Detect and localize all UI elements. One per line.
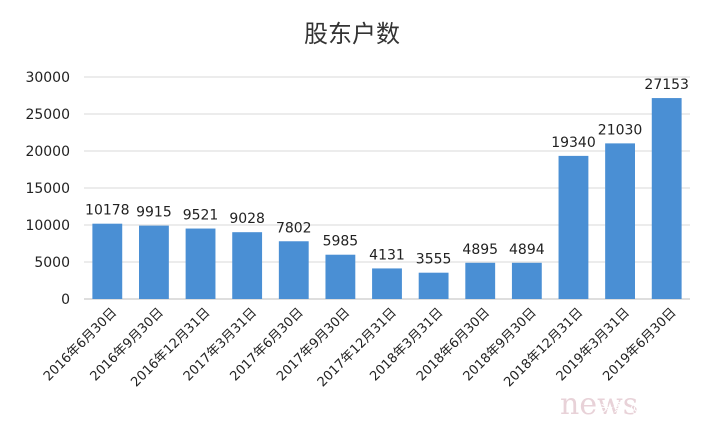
x-axis: 2016年6月30日2016年9月30日2016年12月31日2017年3月31… bbox=[41, 305, 680, 390]
bar bbox=[651, 98, 682, 299]
x-tick-label: 2017年12月31日 bbox=[315, 305, 400, 390]
data-label: 7802 bbox=[276, 220, 312, 236]
y-tick-label: 20000 bbox=[25, 144, 70, 160]
data-label: 21030 bbox=[598, 122, 643, 138]
y-axis: 0 5000 10000 15000 20000 25000 30000 bbox=[25, 70, 70, 308]
data-label: 19340 bbox=[551, 135, 596, 151]
watermark-faint-text: news bbox=[560, 387, 638, 422]
data-label: 3555 bbox=[416, 252, 452, 268]
bars bbox=[92, 98, 682, 299]
x-tick-label: 2018年12月31日 bbox=[501, 305, 586, 390]
data-labels: 10178 9915 9521 9028 7802 5985 4131 3555 4895 489… bbox=[85, 77, 689, 268]
data-label: 4895 bbox=[462, 242, 498, 258]
y-tick-label: 5000 bbox=[34, 255, 70, 271]
bar bbox=[372, 268, 402, 299]
watermark-label: 头条 @娱沅 bbox=[600, 400, 669, 416]
bar bbox=[325, 254, 356, 299]
bar bbox=[605, 143, 635, 299]
y-tick-label: 15000 bbox=[25, 181, 70, 197]
data-label: 9028 bbox=[229, 211, 265, 227]
y-tick-label: 10000 bbox=[25, 218, 70, 234]
y-tick-label: 25000 bbox=[25, 107, 70, 123]
bar bbox=[511, 262, 542, 299]
data-label: 9915 bbox=[136, 205, 172, 221]
data-label: 9521 bbox=[183, 208, 219, 224]
bar bbox=[185, 228, 216, 299]
data-label: 27153 bbox=[644, 77, 689, 93]
x-tick-label: 2016年12月31日 bbox=[128, 305, 213, 390]
bar bbox=[418, 272, 449, 299]
data-label: 4131 bbox=[369, 247, 405, 263]
data-label: 4894 bbox=[509, 242, 545, 258]
gridlines bbox=[84, 76, 690, 300]
data-label: 5985 bbox=[323, 234, 359, 250]
chart-title: 股东户数 bbox=[304, 20, 400, 48]
bar bbox=[558, 155, 589, 299]
bar bbox=[232, 232, 263, 299]
y-tick-label: 30000 bbox=[25, 70, 70, 86]
bar bbox=[92, 223, 123, 299]
bar bbox=[139, 225, 169, 299]
data-label: 10178 bbox=[85, 203, 130, 219]
bar bbox=[278, 241, 309, 299]
y-tick-label: 0 bbox=[61, 292, 70, 308]
bar bbox=[465, 262, 496, 299]
